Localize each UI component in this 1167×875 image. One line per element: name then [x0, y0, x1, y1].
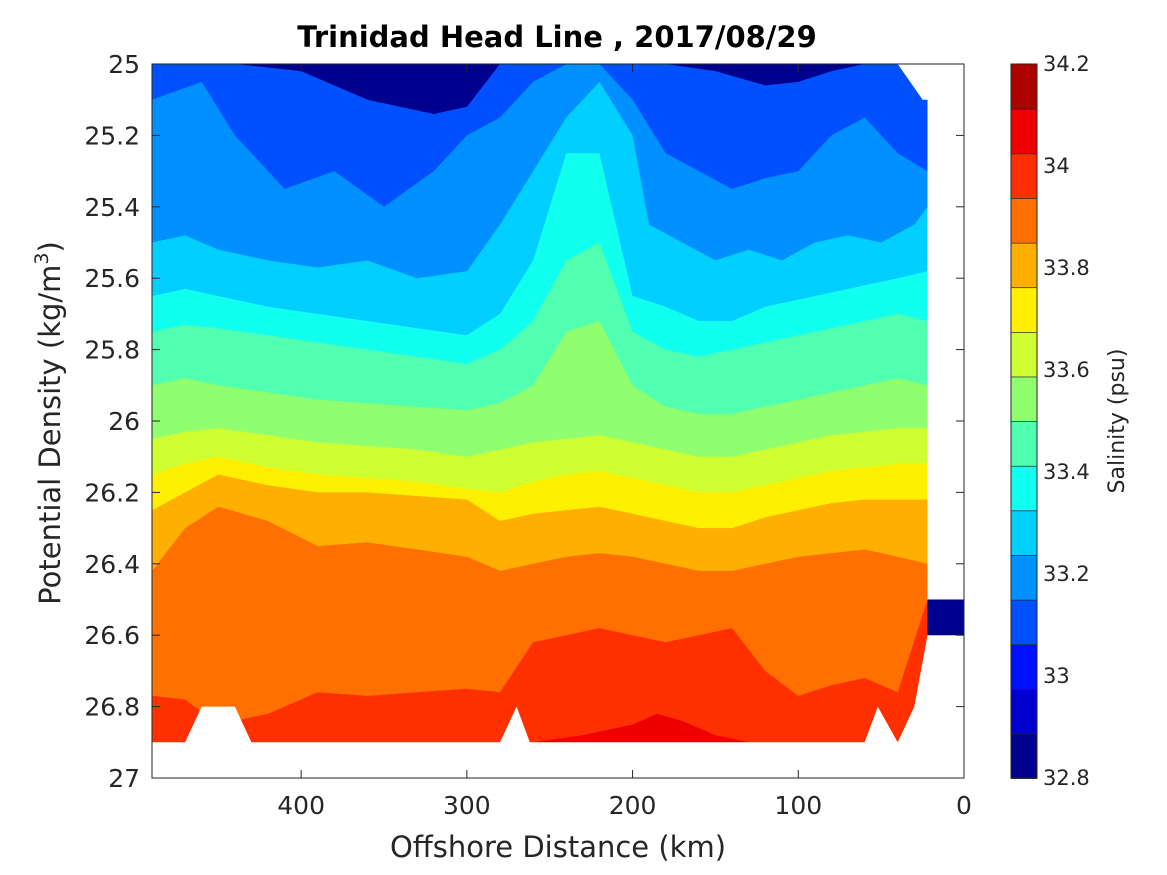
plot-area: 400 300 200 100 0 25 25.2 25.4 25.6 25.8 26 26.2 26… [84, 50, 972, 820]
y-tick-label: 25.2 [84, 121, 140, 150]
contour-fills [152, 64, 964, 779]
y-tick-label: 25 [108, 50, 140, 79]
no-data-masks [152, 64, 964, 778]
y-tick-label: 25.6 [84, 264, 140, 293]
y-tick-label: 26.8 [84, 693, 140, 722]
y-tick-label: 26 [108, 407, 140, 436]
y-tick-label: 26.2 [84, 478, 140, 507]
y-tick-label: 27 [108, 764, 140, 793]
colorbar-tick-label: 33.8 [1043, 256, 1090, 280]
colorbar-band [1010, 63, 1038, 110]
colorbar-bands [1010, 63, 1038, 779]
x-tick-label: 400 [277, 791, 325, 820]
x-axis-ticks: 400 300 200 100 0 [277, 64, 972, 820]
x-tick-label: 0 [956, 791, 972, 820]
colorbar-band [1010, 688, 1038, 735]
y-tick-label: 25.8 [84, 336, 140, 365]
colorbar-band [1010, 197, 1038, 244]
colorbar-band [1010, 554, 1038, 601]
x-tick-label: 300 [443, 791, 491, 820]
chart-title: Trinidad Head Line , 2017/08/29 [297, 20, 817, 54]
colorbar-frame [1010, 63, 1038, 779]
no-data-mask-right [897, 64, 964, 600]
colorbar-tick-label: 32.8 [1043, 766, 1090, 790]
colorbar-tick-label: 34 [1043, 154, 1070, 178]
colorbar-band [1010, 331, 1038, 378]
colorbar-tick-label: 33 [1043, 664, 1070, 688]
y-tick-label: 25.4 [84, 193, 140, 222]
colorbar-band [1010, 242, 1038, 289]
colorbar-band [1010, 643, 1038, 690]
colorbar-band [1010, 108, 1038, 155]
no-data-mask-bottom [152, 635, 964, 778]
colorbar-label: Salinity (psu) [1105, 349, 1130, 494]
y-axis-label-superscript: 3 [31, 252, 53, 264]
colorbar-band [1010, 420, 1038, 467]
colorbar-tick-label: 34.2 [1043, 52, 1090, 76]
x-tick-label: 100 [774, 791, 822, 820]
colorbar-ticks: 32.8 33 33.2 33.4 33.6 33.8 34 34.2 [1043, 52, 1090, 790]
y-tick-label: 26.6 [84, 621, 140, 650]
colorbar-band [1010, 733, 1038, 779]
colorbar-band [1010, 509, 1038, 556]
x-axis-label: Offshore Distance (km) [390, 830, 726, 864]
colorbar-band [1010, 286, 1038, 333]
colorbar: 32.8 33 33.2 33.4 33.6 33.8 34 34.2 Salinity (p… [1010, 52, 1130, 790]
y-axis-label-main: Potential Density (kg/m [33, 265, 67, 605]
colorbar-tick-label: 33.6 [1043, 358, 1090, 382]
contour-band-34 [152, 599, 928, 778]
y-tick-label: 26.4 [84, 550, 140, 579]
x-tick-label: 200 [609, 791, 657, 820]
y-axis-ticks: 25 25.2 25.4 25.6 25.8 26 26.2 26.4 26.6 26.8 27 [84, 50, 964, 793]
colorbar-tick-label: 33.2 [1043, 562, 1090, 586]
colorbar-band [1010, 376, 1038, 422]
colorbar-tick-label: 33.4 [1043, 460, 1090, 484]
y-axis-label: Potential Density (kg/m3) [31, 241, 67, 605]
y-axis-label-close: ) [33, 241, 67, 252]
colorbar-band [1010, 599, 1038, 646]
colorbar-band [1010, 152, 1038, 199]
colorbar-band [1010, 465, 1038, 512]
